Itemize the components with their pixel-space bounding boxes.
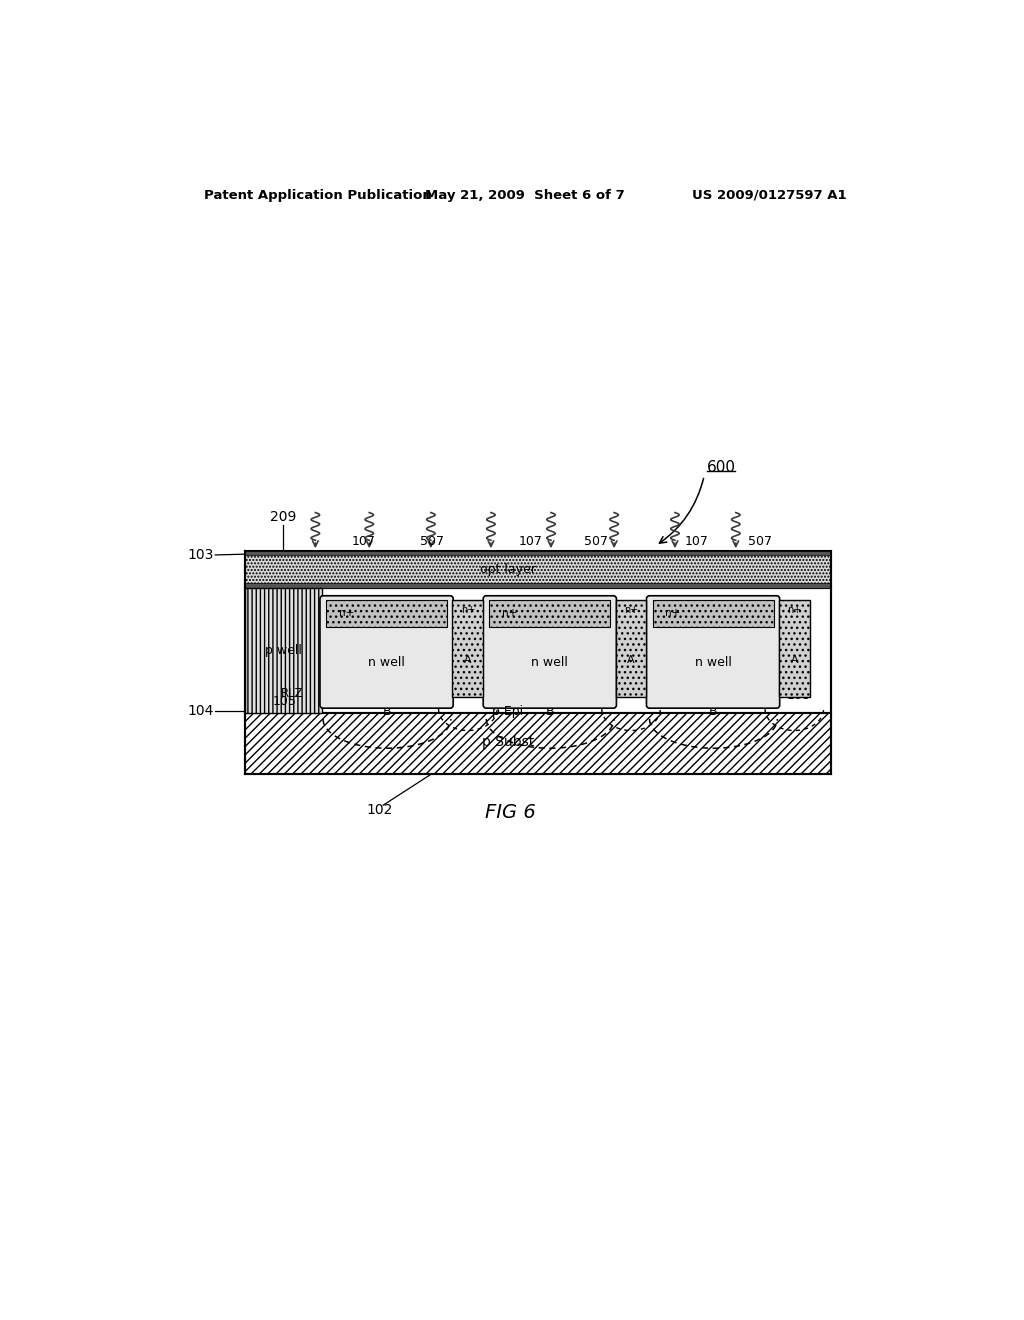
Text: 107: 107	[685, 536, 709, 548]
Text: RLZ: RLZ	[281, 686, 303, 700]
Text: p Epi: p Epi	[493, 705, 523, 718]
Bar	[453, 599, 483, 697]
Text: A: A	[628, 655, 635, 665]
Text: FIG 6: FIG 6	[484, 804, 536, 822]
Text: B: B	[546, 705, 555, 718]
Text: 105: 105	[672, 694, 696, 708]
Text: n+: n+	[665, 609, 680, 618]
Bar	[615, 599, 646, 697]
Bar	[245, 552, 831, 589]
Text: 507: 507	[420, 536, 443, 548]
Text: 107: 107	[352, 536, 376, 548]
Text: 103: 103	[187, 548, 214, 562]
Text: p well: p well	[264, 644, 301, 657]
Text: opt layer: opt layer	[480, 564, 536, 576]
FancyBboxPatch shape	[646, 595, 779, 708]
Text: 507: 507	[584, 536, 607, 548]
Text: n+: n+	[461, 606, 475, 615]
Bar	[245, 589, 831, 713]
Text: 108: 108	[787, 689, 811, 702]
Text: n well: n well	[694, 656, 731, 669]
Text: 107: 107	[518, 536, 542, 548]
Text: 108: 108	[411, 694, 434, 708]
Text: 102: 102	[367, 803, 392, 817]
Text: n+: n+	[502, 609, 517, 618]
Text: A: A	[464, 644, 472, 657]
Text: n well: n well	[531, 656, 568, 669]
Bar	[245, 583, 831, 589]
Text: B: B	[383, 705, 391, 718]
Text: A: A	[627, 644, 635, 657]
FancyBboxPatch shape	[483, 595, 616, 708]
Text: p Subst: p Subst	[481, 735, 534, 748]
Text: 105: 105	[510, 694, 534, 708]
FancyBboxPatch shape	[319, 595, 454, 708]
Bar	[652, 599, 773, 627]
Text: n+: n+	[339, 609, 353, 618]
Text: Patent Application Publication: Patent Application Publication	[204, 189, 431, 202]
Text: n well: n well	[369, 656, 406, 669]
Text: 104: 104	[187, 705, 214, 718]
Bar	[489, 599, 610, 627]
Bar	[245, 552, 831, 554]
Text: 105: 105	[272, 694, 297, 708]
Bar	[779, 599, 810, 697]
Text: A: A	[791, 655, 798, 665]
Text: B: B	[710, 705, 718, 718]
Text: 507: 507	[748, 536, 772, 548]
Text: n+: n+	[787, 606, 802, 615]
Bar	[326, 599, 447, 627]
Bar	[245, 713, 831, 775]
Text: 600: 600	[708, 461, 736, 475]
Text: A: A	[464, 655, 472, 665]
Bar	[245, 589, 322, 713]
Text: n+: n+	[624, 606, 638, 615]
Text: US 2009/0127597 A1: US 2009/0127597 A1	[692, 189, 847, 202]
Text: May 21, 2009  Sheet 6 of 7: May 21, 2009 Sheet 6 of 7	[425, 189, 625, 202]
Text: 209: 209	[270, 511, 296, 524]
Text: A: A	[791, 644, 799, 657]
